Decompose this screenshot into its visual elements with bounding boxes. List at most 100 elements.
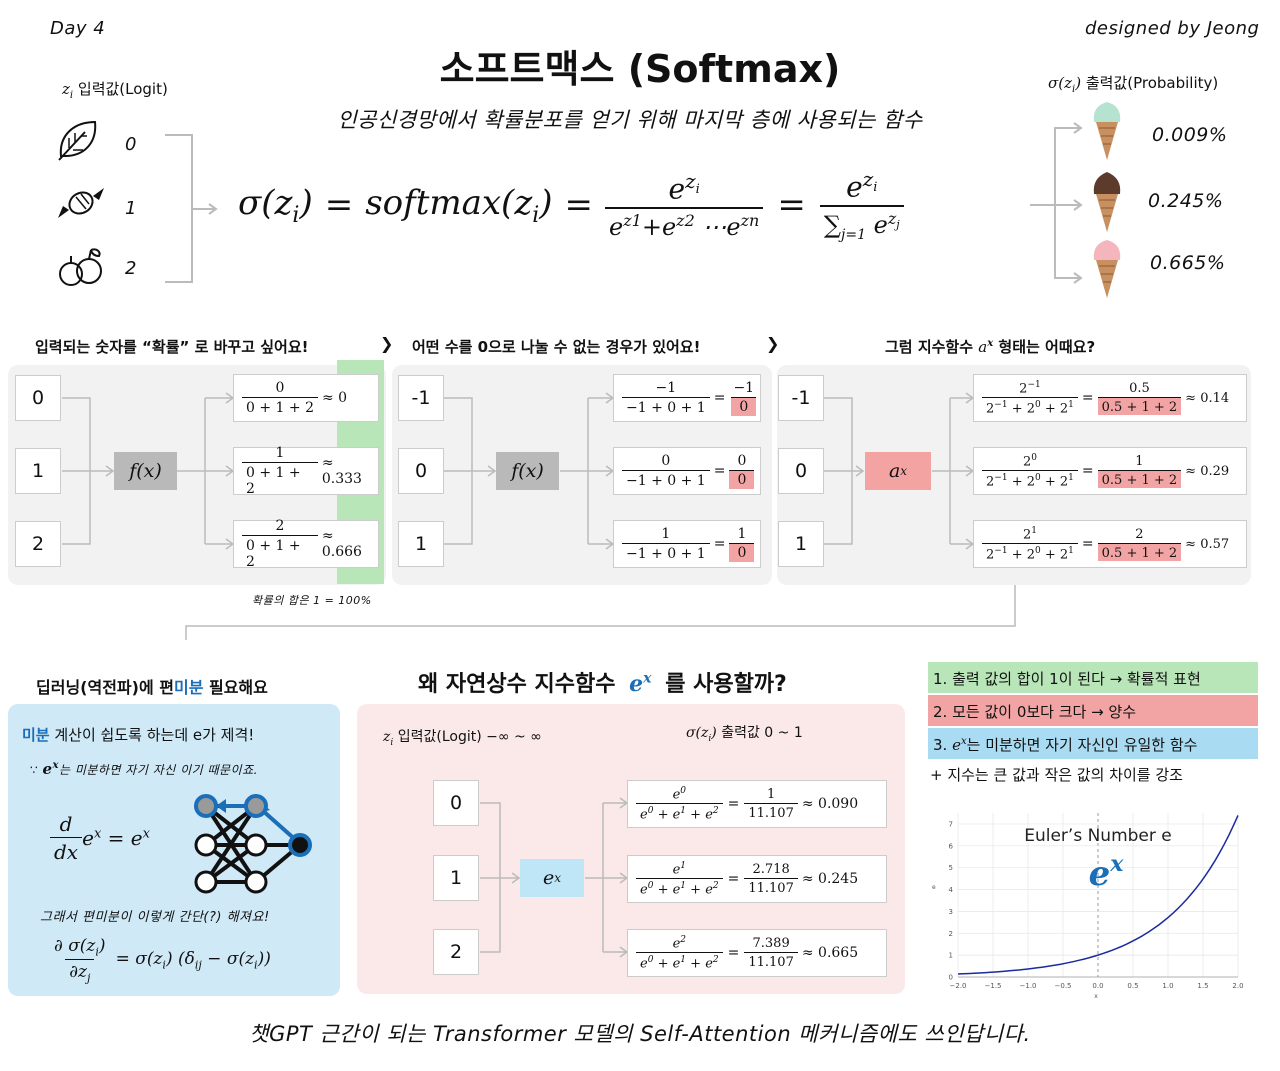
chart-xtick-label: 2.0 [1232,982,1243,990]
why-input-0: 0 [433,780,479,826]
exponential-chart: −2.0 −1.5 −1.0 −0.5 0.0 0.5 1.0 1.5 2.001234567 … [928,795,1258,1000]
chart-ytick-label: 7 [949,820,953,828]
chart-ylabel: e [932,884,936,891]
chart-xtick-label: 1.0 [1162,982,1173,990]
reason-4: + 지수는 큰 값과 작은 값의 차이를 강조 [930,766,1183,784]
why-output-label: σ(zi) 출력값 0 ~ 1 [686,725,803,744]
partial-derivative-formula: ∂ σ(zi) ∂zj = σ(zi) (δij − σ(zi)) [54,936,271,985]
p3-input-1: 0 [778,448,824,494]
chart-xlabel: x [1094,993,1098,1000]
chart-xtick-label: −1.5 [985,982,1002,990]
output-value-2: 0.665% [1150,252,1226,274]
backprop-line-2: ∵ ex는 미분하면 자기 자신 이기 때문이죠. [30,760,258,778]
input-value-2: 2 [125,258,137,279]
chart-ytick-label: 1 [949,952,953,960]
formula-softmax: softmax(zi) [365,182,553,228]
title-korean: 소프트맥스 [439,47,615,91]
chart-series-line [957,815,1239,975]
step-arrow-1: ❯ [380,334,394,353]
why-input-1: 1 [433,855,479,901]
p3-row-0: 2−1 2−1 + 20 + 21 = 0.5 0.5 + 1 + 2 ≈ 0.1… [973,374,1247,422]
chart-ytick-label: 4 [949,886,954,894]
chart-ytick-label: 3 [949,908,953,916]
reason-2: 2. 모든 값이 0보다 크다 → 양수 [928,695,1258,726]
p1-input-2: 2 [15,521,61,567]
chart-xtick-label: −0.5 [1055,982,1072,990]
input-label: zi 입력값(Logit) [62,78,168,101]
candy-icon [58,188,104,218]
p3-row-2: 21 2−1 + 20 + 21 = 2 0.5 + 1 + 2 ≈ 0.57 [973,520,1247,568]
softmax-formula: σ(zi) = softmax(zi) = ezi ez1+ez2 ⋯ezn =… [238,160,904,250]
top-connectors [165,122,1083,284]
p2-row-0: −1 −1 + 0 + 1 = −1 0 [613,374,761,422]
chart-xtick-label: 0.5 [1127,982,1138,990]
why-row-1: e1 e0 + e1 + e2 = 2.718 11.107 ≈ 0.245 [627,855,887,903]
why-input-label: zi 입력값(Logit) −∞ ~ ∞ [383,729,542,748]
input-label-symbol: zi [62,80,74,101]
step-label-2: 어떤 수를 0으로 나눌 수 없는 경우가 있어요! [412,338,701,356]
step-arrow-2: ❯ [766,334,780,353]
neural-network-icon [194,794,312,894]
output-label-symbol: σ(zi) [1048,74,1082,95]
chart-ytick-label: 5 [949,864,953,872]
p2-function-box: f(x) [496,452,559,490]
chart-ytick-label: 6 [949,842,954,850]
why-row-2: e2 e0 + e1 + e2 = 7.389 11.107 ≈ 0.665 [627,929,887,977]
derivative-formula: d dx ex = ex [50,812,150,864]
chart-xtick-label: 0.0 [1092,982,1103,990]
input-value-0: 0 [125,134,137,155]
chart-xtick-label: −1.0 [1020,982,1037,990]
page-title: 소프트맥스 (Softmax) [0,38,1280,93]
chart-title: Euler’s Number e [1024,826,1172,846]
designer-credit: designed by Jeong [1085,18,1260,39]
backprop-line-1: 미분 계산이 쉽도록 하는데 e가 제격! [22,726,255,744]
footer-note: 챗GPT 근간이 되는 Transformer 모델의 Self-Attenti… [249,1022,1031,1046]
step-label-3: 그럼 지수함수 ax 형태는 어때요? [885,338,1096,356]
chart-ytick-label: 2 [949,930,953,938]
mint-icecream-icon [1093,102,1121,160]
why-input-2: 2 [433,929,479,975]
title-english: (Softmax) [627,47,841,91]
chart-ytick-label: 0 [949,974,953,982]
formula-lhs: σ(zi) [238,182,313,228]
p3-input-0: -1 [778,375,824,421]
output-value-1: 0.245% [1148,190,1224,212]
reason-3: 3. ex는 미분하면 자기 자신인 유일한 함수 [928,728,1258,759]
p3-row-1: 20 2−1 + 20 + 21 = 1 0.5 + 1 + 2 ≈ 0.29 [973,447,1247,495]
chart-e-label: ex [1089,851,1125,894]
input-value-1: 1 [125,198,137,219]
p2-input-1: 0 [398,448,444,494]
chart-xtick-label: 1.5 [1197,982,1208,990]
formula-fraction-sum: ezi ∑j=1 ezj [819,167,904,243]
strawberry-icecream-icon [1093,240,1121,298]
why-row-0: e0 e0 + e1 + e2 = 1 11.107 ≈ 0.090 [627,780,887,828]
p2-input-0: -1 [398,375,444,421]
backprop-line-3: 그래서 편미분이 이렇게 간단(?) 해져요! [40,910,270,925]
fruit-icon [59,248,102,286]
input-label-text: 입력값(Logit) [77,80,168,98]
chart-xtick-label: −2.0 [950,982,967,990]
output-label: σ(zi) 출력값(Probability) [1048,72,1218,95]
output-label-text: 출력값(Probability) [1085,74,1219,92]
day-label: Day 4 [50,18,106,39]
chocolate-icecream-icon [1093,172,1121,232]
p1-input-1: 1 [15,448,61,494]
p1-input-0: 0 [15,375,61,421]
backprop-panel [8,704,340,996]
why-title: 왜 자연상수 지수함수 ex 를 사용할까? [418,670,787,697]
leaf-icon [58,120,97,161]
p1-function-box: f(x) [114,452,177,490]
page-subtitle: 인공신경망에서 확률분포를 얻기 위해 마지막 층에 사용되는 함수 [337,108,923,132]
reason-1: 1. 출력 값의 합이 1이 된다 → 확률적 표현 [928,662,1258,693]
p3-input-2: 1 [778,521,824,567]
formula-fraction-expanded: ezi ez1+ez2 ⋯ezn [605,169,764,241]
p2-input-2: 1 [398,521,444,567]
step-label-1: 입력되는 숫자를 “확률” 로 바꾸고 싶어요! [35,338,309,356]
